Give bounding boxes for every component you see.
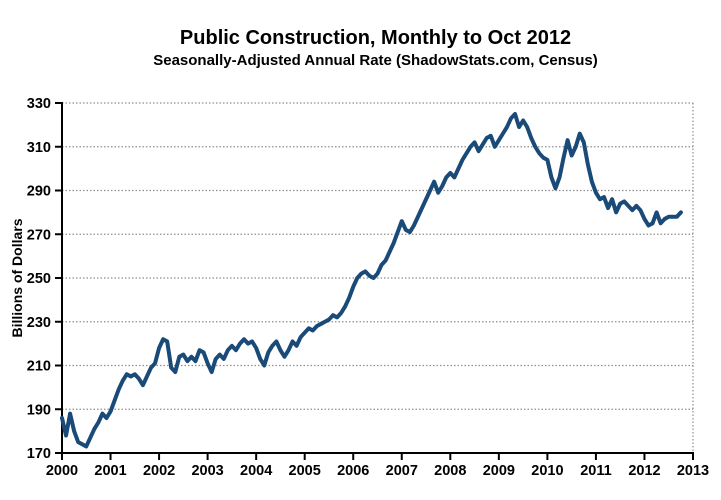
data-series-line	[60, 111, 683, 449]
y-tick-label: 310	[27, 140, 51, 156]
x-tick-label: 2006	[337, 463, 369, 479]
x-tick-label: 2003	[191, 463, 223, 479]
x-tick-label: 2011	[580, 463, 611, 479]
y-tick-label: 330	[27, 96, 51, 112]
x-tick-label: 2008	[434, 463, 466, 479]
y-tick-label: 290	[27, 184, 51, 200]
x-tick-label: 2002	[143, 463, 175, 479]
x-tick-label: 2013	[677, 463, 709, 479]
y-tick-label: 170	[27, 446, 51, 462]
x-tick-label: 2005	[289, 463, 321, 479]
x-tick-label: 2012	[628, 463, 660, 479]
chart-subtitle: Seasonally-Adjusted Annual Rate (ShadowS…	[153, 52, 598, 69]
x-tick-label: 2010	[531, 463, 563, 479]
y-tick-label: 210	[27, 359, 51, 375]
x-tick-label: 2000	[46, 463, 78, 479]
y-tick-label: 190	[27, 402, 51, 418]
x-tick-label: 2001	[94, 463, 126, 479]
x-tick-label: 2009	[483, 463, 515, 479]
y-tick-label: 250	[27, 271, 51, 287]
chart-title: Public Construction, Monthly to Oct 2012	[179, 27, 572, 49]
x-tick-label: 2004	[240, 463, 272, 479]
y-tick-label: 230	[27, 315, 51, 331]
y-tick-label: 270	[27, 227, 51, 243]
x-tick-label: 2007	[386, 463, 418, 479]
